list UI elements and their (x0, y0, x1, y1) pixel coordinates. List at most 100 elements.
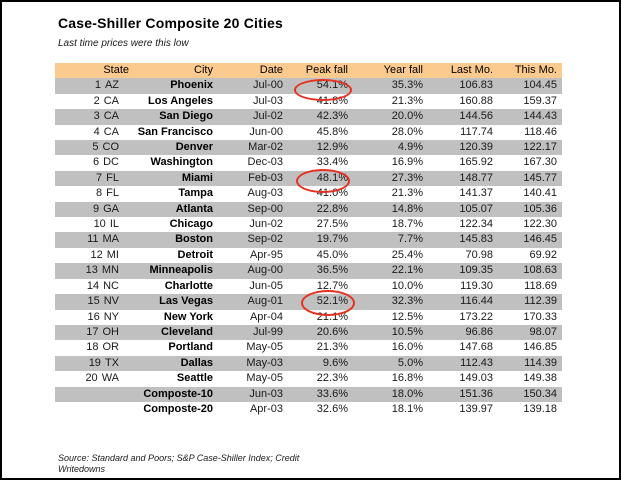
cell-last-month: 106.83 (459, 79, 493, 92)
cell-row-number-state: 3 CA (55, 109, 133, 124)
cell-year-fall: 18.1% (391, 402, 423, 415)
column-header-city: City (194, 64, 213, 76)
table-row: 7 FL Miami Feb-03 48.1% 27.3% 148.77 145.… (55, 170, 562, 187)
cell-date: Apr-03 (249, 402, 283, 415)
cell-row-number-state: 4 CA (55, 125, 133, 140)
cell-peak-fall: 21.3% (316, 341, 348, 354)
cell-date: Aug-01 (247, 295, 283, 308)
state-code: CA (103, 125, 119, 138)
cell-row-number-state: 2 CA (55, 94, 133, 109)
row-number: 10 (93, 218, 106, 231)
table-row: 10 IL Chicago Jun-02 27.5% 18.7% 122.34 1… (55, 217, 562, 232)
state-code: OR (102, 341, 120, 354)
cell-date: Sep-00 (247, 202, 283, 215)
source-note: Source: Standard and Poors; S&P Case-Shi… (58, 453, 299, 475)
cell-date: Sep-02 (247, 233, 283, 246)
page-title: Case-Shiller Composite 20 Cities (58, 15, 284, 31)
cell-row-number-state: 1 AZ (55, 78, 133, 93)
cell-year-fall: 18.7% (391, 218, 423, 231)
cell-row-number-state: 13 MN (55, 263, 133, 278)
column-header-last-month: Last Mo. (450, 64, 493, 76)
cell-last-month: 112.43 (460, 356, 493, 369)
cell-year-fall: 27.3% (391, 171, 423, 184)
cell-last-month: 96.86 (465, 325, 493, 338)
cell-peak-fall: 45.0% (316, 248, 348, 261)
cell-last-month: 117.74 (460, 125, 493, 138)
cell-date: Aug-00 (247, 264, 283, 277)
cell-date: Jul-00 (253, 79, 283, 92)
state-code: MA (102, 233, 120, 246)
cell-year-fall: 16.0% (391, 341, 423, 354)
cell-last-month: 160.88 (459, 94, 493, 107)
cell-peak-fall: 33.4% (316, 156, 348, 169)
cell-year-fall: 35.3% (391, 79, 423, 92)
cell-peak-fall: 54.1% (316, 79, 348, 92)
cell-last-month: 116.44 (460, 295, 493, 308)
cell-city: Los Angeles (148, 94, 213, 107)
cell-date: Jul-02 (253, 110, 283, 123)
cell-date: May-05 (246, 372, 283, 385)
table-row: 1 AZ Phoenix Jul-00 54.1% 35.3% 106.83 10… (55, 78, 562, 94)
source-line-1: Source: Standard and Poors; S&P Case-Shi… (58, 453, 300, 463)
column-header-date: Date (259, 64, 283, 76)
cell-row-number-state: 8 FL (55, 186, 133, 201)
cell-this-month: 69.92 (529, 248, 557, 261)
cell-city: Composte-10 (143, 387, 213, 400)
state-code: CO (102, 141, 120, 154)
cell-last-month: 145.83 (459, 233, 493, 246)
cell-row-number-state: 14 NC (55, 279, 133, 294)
table-header-row: State City Date Peak fall Year fall Last… (55, 63, 562, 79)
cell-this-month: 118.69 (524, 279, 557, 292)
column-header-peak-fall: Peak fall (305, 64, 348, 76)
cell-date: Mar-02 (248, 141, 283, 154)
state-code: DC (103, 156, 119, 169)
state-code: OH (102, 325, 120, 338)
cell-last-month: 105.07 (459, 202, 493, 215)
state-code: CA (103, 110, 119, 123)
cell-date: Aug-03 (247, 187, 283, 200)
state-code: IL (109, 218, 119, 231)
cell-city: Cleveland (161, 325, 213, 338)
cell-year-fall: 28.0% (391, 125, 423, 138)
state-code: WA (101, 372, 119, 385)
cell-date: Jun-00 (249, 125, 283, 138)
cell-this-month: 105.36 (523, 202, 557, 215)
cell-this-month: 98.07 (529, 325, 557, 338)
state-code: TX (104, 356, 119, 369)
cell-year-fall: 20.0% (391, 110, 423, 123)
cell-last-month: 151.36 (459, 387, 493, 400)
state-code: FL (106, 187, 119, 200)
table-row: 8 FL Tampa Aug-03 41.0% 21.3% 141.37 140.… (55, 186, 562, 201)
cell-peak-fall: 33.6% (316, 387, 348, 400)
cell-last-month: 119.30 (460, 279, 493, 292)
cell-date: Jun-02 (249, 218, 283, 231)
cell-year-fall: 22.1% (391, 264, 423, 277)
cell-peak-fall: 32.6% (316, 402, 348, 415)
column-header-year-fall: Year fall (383, 64, 423, 76)
row-number: 9 (92, 202, 100, 215)
cell-this-month: 140.41 (523, 187, 557, 200)
state-code: MN (101, 264, 119, 277)
cell-city: Tampa (178, 187, 213, 200)
cell-this-month: 145.77 (523, 171, 557, 184)
cell-this-month: 170.33 (523, 310, 557, 323)
cell-date: Apr-04 (249, 310, 283, 323)
state-code: FL (106, 171, 119, 184)
cell-year-fall: 21.3% (391, 187, 423, 200)
row-number: 17 (86, 325, 99, 338)
cell-peak-fall: 48.1% (316, 171, 348, 184)
cell-this-month: 104.45 (523, 79, 557, 92)
table-row: 17 OH Cleveland Jul-99 20.6% 10.5% 96.86 … (55, 324, 562, 341)
cell-date: Jun-03 (249, 387, 283, 400)
cell-last-month: 122.34 (459, 218, 493, 231)
cell-city: Charlotte (164, 279, 213, 292)
source-line-2: Writedowns (58, 464, 106, 474)
cell-date: Jul-99 (253, 325, 283, 338)
cell-this-month: 150.34 (523, 387, 557, 400)
state-code: MI (106, 248, 119, 261)
cell-row-number-state: 12 MI (55, 248, 133, 263)
cell-this-month: 146.85 (523, 341, 557, 354)
cell-this-month: 144.43 (523, 110, 557, 123)
case-shiller-table: State City Date Peak fall Year fall Last… (55, 63, 562, 417)
